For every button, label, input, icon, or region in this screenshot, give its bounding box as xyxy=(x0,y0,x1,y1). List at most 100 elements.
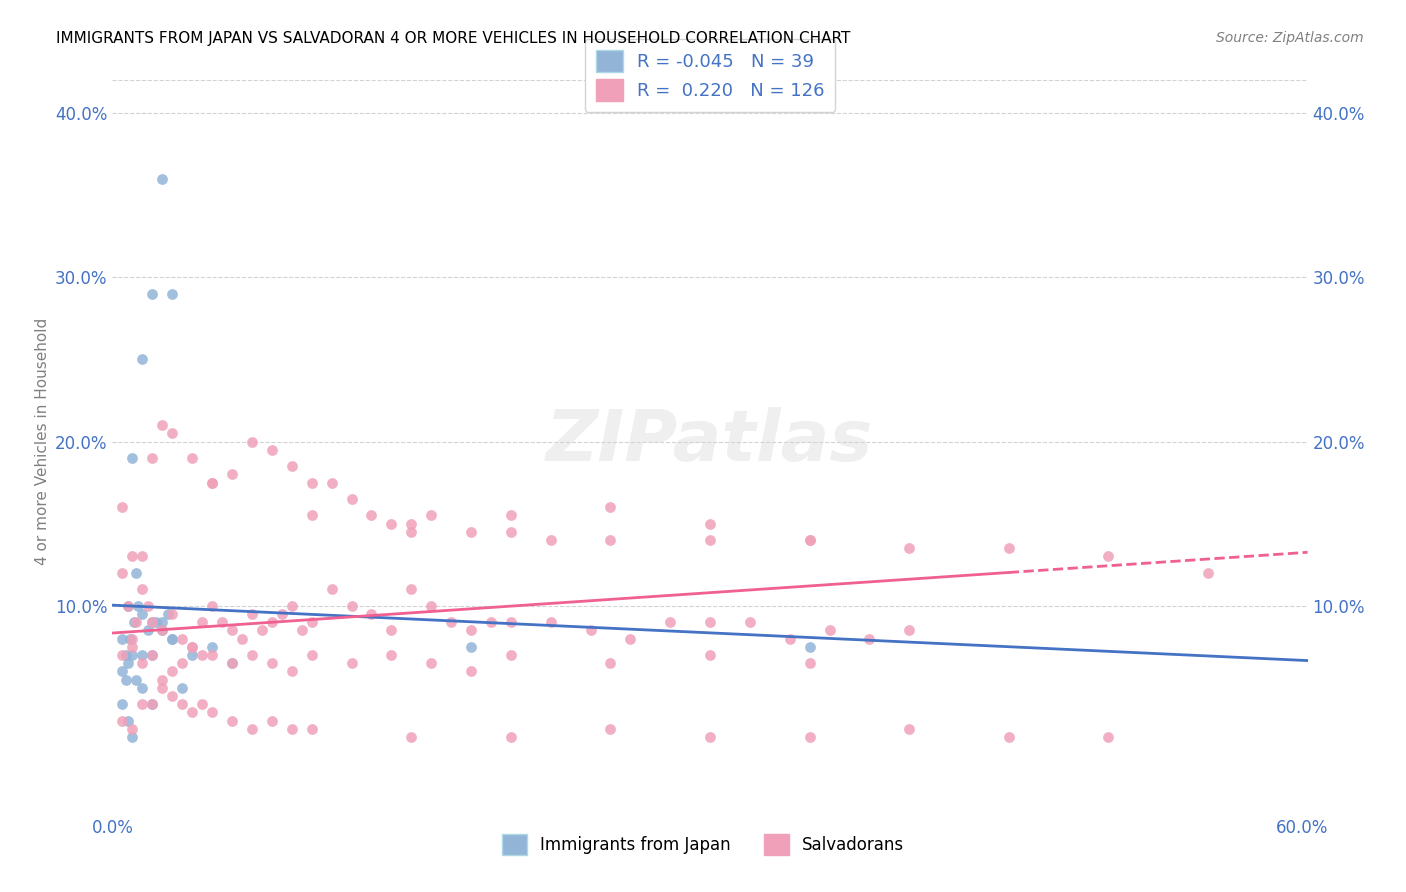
Point xyxy=(125,566,148,580)
Point xyxy=(699,516,721,531)
Point xyxy=(121,549,143,564)
Point xyxy=(172,657,194,671)
Point xyxy=(340,491,363,506)
Point xyxy=(998,730,1021,744)
Point xyxy=(301,508,323,523)
Point xyxy=(150,615,173,630)
Point xyxy=(150,624,173,638)
Point xyxy=(117,599,139,613)
Point xyxy=(162,632,183,646)
Point xyxy=(240,607,263,621)
Point xyxy=(579,624,602,638)
Point xyxy=(162,286,183,301)
Point xyxy=(898,722,921,736)
Point xyxy=(420,657,443,671)
Point xyxy=(460,665,482,679)
Point xyxy=(111,566,134,580)
Point xyxy=(799,533,821,547)
Point xyxy=(699,615,721,630)
Point xyxy=(401,524,423,539)
Point xyxy=(162,665,183,679)
Point xyxy=(115,673,138,687)
Point xyxy=(172,698,194,712)
Text: 0.0%: 0.0% xyxy=(91,819,134,837)
Text: Source: ZipAtlas.com: Source: ZipAtlas.com xyxy=(1216,31,1364,45)
Point xyxy=(540,615,562,630)
Point xyxy=(240,722,263,736)
Point xyxy=(111,632,134,646)
Point xyxy=(360,508,382,523)
Point xyxy=(479,615,502,630)
Point xyxy=(138,599,160,613)
Point xyxy=(1197,566,1219,580)
Point xyxy=(157,607,180,621)
Point xyxy=(231,632,253,646)
Point xyxy=(141,648,163,662)
Point xyxy=(115,648,138,662)
Point xyxy=(121,640,143,654)
Point xyxy=(260,442,283,457)
Point xyxy=(117,657,139,671)
Point xyxy=(799,533,821,547)
Point xyxy=(124,615,146,630)
Point xyxy=(401,730,423,744)
Point xyxy=(898,541,921,556)
Point xyxy=(150,171,173,186)
Point xyxy=(131,681,153,695)
Point xyxy=(420,599,443,613)
Point xyxy=(1097,730,1119,744)
Point xyxy=(211,615,233,630)
Point xyxy=(201,599,224,613)
Text: IMMIGRANTS FROM JAPAN VS SALVADORAN 4 OR MORE VEHICLES IN HOUSEHOLD CORRELATION : IMMIGRANTS FROM JAPAN VS SALVADORAN 4 OR… xyxy=(56,31,851,46)
Point xyxy=(111,665,134,679)
Point xyxy=(150,624,173,638)
Point xyxy=(440,615,463,630)
Point xyxy=(291,624,314,638)
Point xyxy=(145,615,167,630)
Point xyxy=(281,459,304,474)
Point xyxy=(998,541,1021,556)
Point xyxy=(738,615,761,630)
Point xyxy=(599,722,621,736)
Point xyxy=(121,632,143,646)
Point xyxy=(150,418,173,433)
Point xyxy=(181,648,204,662)
Point xyxy=(131,549,153,564)
Point xyxy=(301,722,323,736)
Y-axis label: 4 or more Vehicles in Household: 4 or more Vehicles in Household xyxy=(35,318,49,566)
Point xyxy=(150,681,173,695)
Point xyxy=(201,640,224,654)
Point xyxy=(460,624,482,638)
Point xyxy=(499,615,522,630)
Point xyxy=(162,632,183,646)
Point xyxy=(131,698,153,712)
Point xyxy=(599,533,621,547)
Point xyxy=(121,730,143,744)
Point xyxy=(221,657,243,671)
Point xyxy=(111,698,134,712)
Point xyxy=(141,648,163,662)
Point xyxy=(121,648,143,662)
Point xyxy=(131,607,153,621)
Point xyxy=(120,632,142,646)
Point xyxy=(162,689,183,703)
Point xyxy=(699,648,721,662)
Point xyxy=(599,657,621,671)
Point xyxy=(380,648,402,662)
Point xyxy=(260,714,283,728)
Point xyxy=(172,632,194,646)
Point xyxy=(599,500,621,515)
Point xyxy=(799,657,821,671)
Point xyxy=(127,599,149,613)
Legend: R = -0.045   N = 39, R =  0.220   N = 126: R = -0.045 N = 39, R = 0.220 N = 126 xyxy=(585,38,835,112)
Point xyxy=(201,475,224,490)
Point xyxy=(141,698,163,712)
Point xyxy=(818,624,841,638)
Point xyxy=(121,722,143,736)
Point xyxy=(141,615,163,630)
Point xyxy=(201,475,224,490)
Point xyxy=(201,648,224,662)
Point xyxy=(221,657,243,671)
Point xyxy=(799,730,821,744)
Point xyxy=(117,714,139,728)
